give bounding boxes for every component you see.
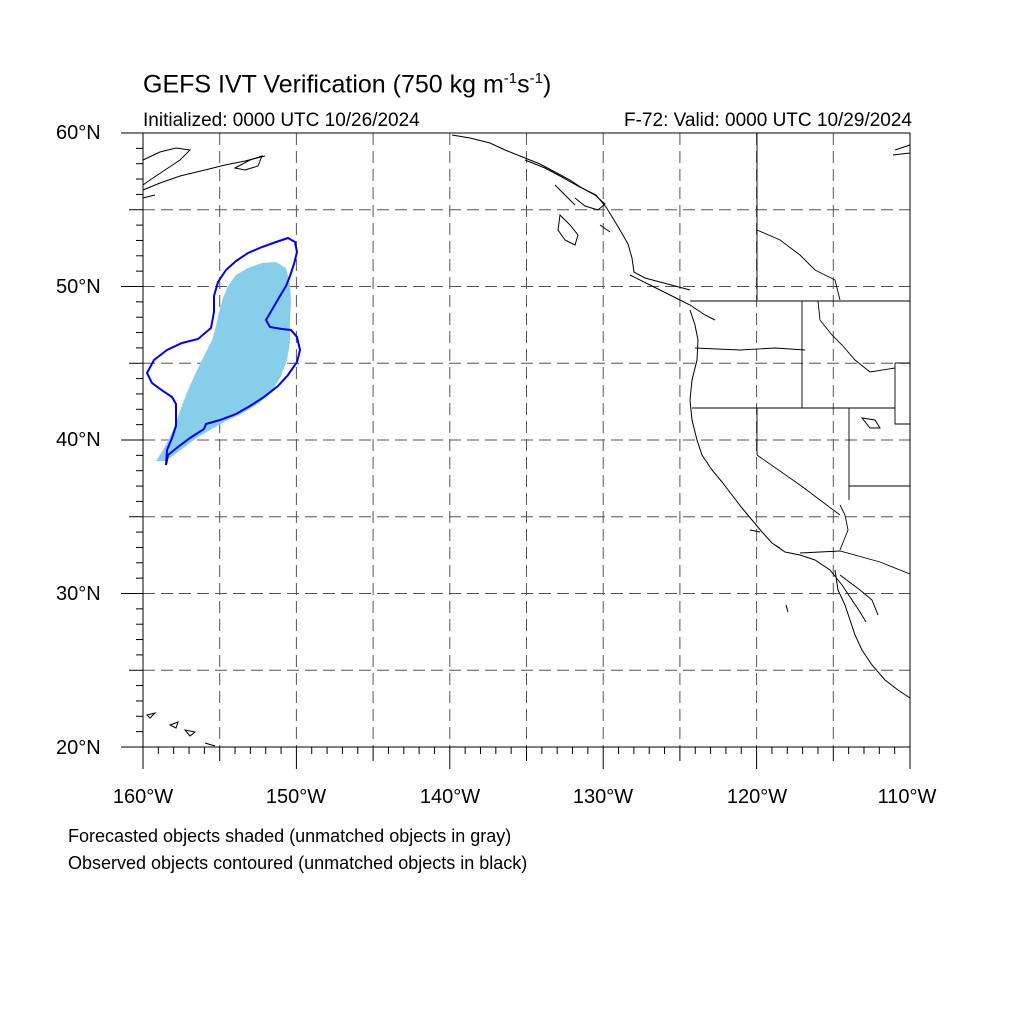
- political-boundaries: [690, 133, 911, 575]
- forecast-note: Forecasted objects shaded (unmatched obj…: [68, 826, 512, 846]
- lat-label-20n: 20°N: [56, 737, 101, 759]
- lon-label-160w: 160°W: [112, 786, 174, 808]
- observed-ivt-contour: [145, 236, 302, 466]
- observed-note: Observed objects contoured (unmatched ob…: [68, 853, 528, 873]
- lon-label-130w: 130°W: [572, 786, 634, 808]
- forecast-ivt-object: [156, 262, 291, 461]
- lon-label-140w: 140°W: [419, 786, 481, 808]
- axis-ticks: [121, 132, 911, 769]
- lat-label-50n: 50°N: [56, 276, 101, 298]
- valid-time: F-72: Valid: 0000 UTC 10/29/2024: [624, 110, 912, 131]
- coastlines: [142, 134, 911, 747]
- lat-label-30n: 30°N: [56, 583, 101, 605]
- lat-lon-grid: [143, 133, 910, 747]
- lon-label-110w: 110°W: [877, 786, 937, 808]
- initialized-time: Initialized: 0000 UTC 10/26/2024: [143, 110, 420, 131]
- lat-label-40n: 40°N: [56, 429, 101, 451]
- lat-label-60n: 60°N: [56, 122, 101, 144]
- lon-label-120w: 120°W: [726, 786, 788, 808]
- lon-label-150w: 150°W: [265, 786, 327, 808]
- chart-title: GEFS IVT Verification (750 kg m-1s-1): [143, 70, 552, 99]
